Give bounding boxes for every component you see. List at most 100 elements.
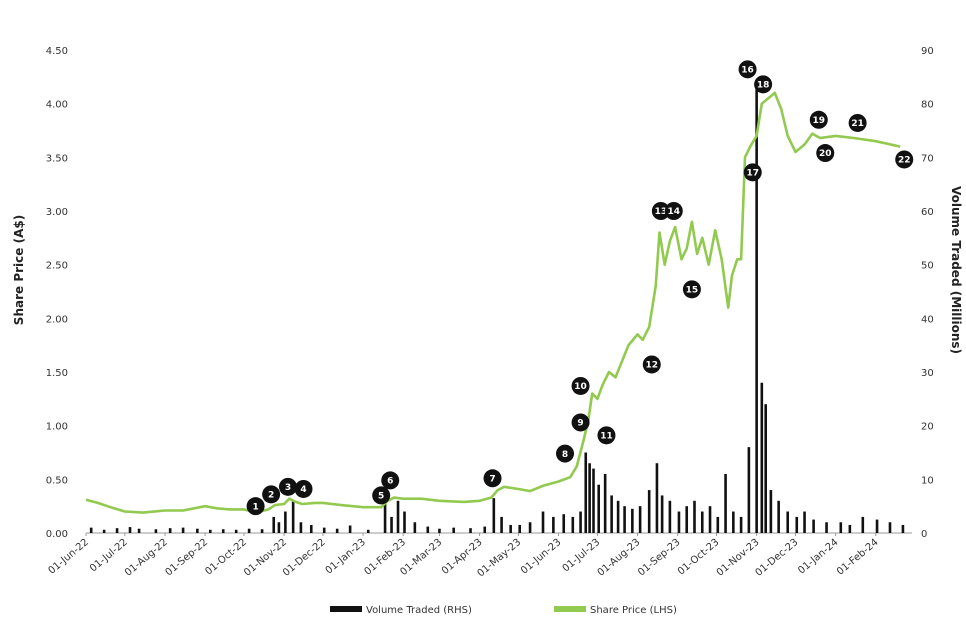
volume-bar — [208, 529, 212, 533]
event-marker-15: 15 — [682, 280, 701, 299]
volume-bar — [795, 516, 799, 533]
event-marker-5: 5 — [372, 486, 391, 505]
volume-bar — [137, 528, 141, 533]
event-marker-17: 17 — [743, 163, 762, 182]
event-marker-8: 8 — [556, 444, 575, 463]
volume-bar — [677, 511, 681, 533]
event-marker-14: 14 — [664, 202, 683, 220]
legend-swatch-price — [554, 606, 586, 612]
volume-bar — [348, 525, 352, 533]
event-marker-circle — [246, 497, 265, 516]
event-marker-label: 17 — [746, 169, 759, 179]
volume-bar — [812, 519, 815, 533]
event-marker-circle — [483, 469, 502, 488]
volume-bar — [128, 527, 132, 533]
volume-bar — [518, 524, 522, 533]
volume-bar — [413, 522, 417, 533]
event-marker-circle — [556, 444, 575, 463]
event-marker-circle — [651, 202, 670, 220]
event-marker-22: 22 — [895, 150, 914, 169]
volume-bar — [786, 511, 790, 533]
share-price-line — [85, 91, 901, 514]
legend: Volume Traded (RHS) Share Price (LHS) — [330, 605, 677, 616]
volume-bar — [396, 500, 400, 533]
event-marker-circle — [262, 485, 281, 504]
event-marker-label: 5 — [378, 492, 384, 502]
volume-bar — [803, 511, 806, 533]
event-marker-label: 22 — [898, 156, 911, 166]
volume-bar — [685, 506, 689, 533]
left-axis-tick-label: 1.00 — [46, 422, 68, 433]
volume-bar — [438, 528, 441, 533]
event-marker-13: 13 — [651, 202, 670, 220]
event-marker-circle — [372, 486, 391, 505]
volume-bar — [115, 528, 119, 533]
left-axis-tick-label: 3.50 — [46, 153, 68, 164]
volume-bar — [552, 516, 555, 533]
volume-bar — [469, 528, 472, 533]
left-axis-tick-label: 1.50 — [46, 368, 68, 379]
volume-bar — [623, 506, 626, 533]
volume-bar — [631, 508, 634, 533]
volume-bar — [403, 511, 406, 533]
volume-bar — [597, 484, 600, 533]
volume-bar — [366, 529, 370, 533]
event-marker-circle — [809, 110, 828, 129]
volume-bar — [724, 473, 727, 533]
volume-bar — [647, 490, 651, 533]
event-marker-circle — [738, 60, 757, 79]
event-marker-10: 10 — [571, 376, 590, 395]
event-marker-3: 3 — [278, 477, 297, 496]
event-marker-19: 19 — [809, 110, 828, 129]
right-axis-tick-label: 40 — [921, 314, 934, 325]
event-marker-circle — [278, 477, 297, 496]
volume-bar — [668, 500, 672, 533]
volume-bar — [571, 516, 575, 533]
event-marker-21: 21 — [848, 113, 867, 132]
event-marker-label: 2 — [268, 491, 274, 501]
event-marker-label: 14 — [668, 207, 681, 217]
event-marker-7: 7 — [483, 469, 502, 488]
event-marker-label: 18 — [757, 81, 770, 91]
event-marker-circle — [664, 202, 683, 220]
event-marker-11: 11 — [597, 426, 616, 445]
volume-bar — [769, 490, 773, 533]
event-marker-label: 12 — [646, 361, 659, 371]
right-axis-title: Volume Traded (Millions) — [949, 186, 963, 354]
event-marker-1: 1 — [246, 497, 265, 516]
event-marker-label: 19 — [813, 116, 826, 126]
event-marker-circle — [571, 376, 590, 395]
right-axis-tick-label: 30 — [921, 368, 934, 379]
event-marker-20: 20 — [816, 144, 835, 163]
volume-bar — [747, 447, 751, 533]
event-marker-label: 7 — [489, 474, 495, 484]
event-marker-label: 11 — [600, 432, 613, 442]
volume-bars — [89, 87, 905, 534]
legend-swatch-volume — [330, 606, 362, 612]
right-axis-ticks: 0 10 20 30 40 50 60 70 80 90 — [921, 46, 934, 540]
event-marker-circle — [597, 426, 616, 445]
right-axis-tick-label: 60 — [921, 207, 934, 218]
left-axis-tick-label: 0.50 — [46, 475, 68, 486]
volume-bar — [154, 529, 158, 533]
event-marker-4: 4 — [294, 479, 313, 498]
right-axis-tick-label: 70 — [921, 153, 934, 164]
volume-bar — [483, 526, 487, 533]
volume-bar — [390, 516, 393, 533]
volume-bar — [221, 529, 225, 533]
volume-bar — [760, 382, 764, 533]
event-marker-6: 6 — [381, 471, 400, 490]
event-marker-circle — [294, 479, 313, 498]
right-axis-tick-label: 10 — [921, 475, 934, 486]
event-marker-circle — [642, 355, 661, 374]
legend-label-price: Share Price (LHS) — [590, 605, 677, 616]
volume-bar — [638, 506, 642, 533]
volume-bar — [755, 87, 758, 534]
legend-label-volume: Volume Traded (RHS) — [366, 605, 472, 616]
volume-bar — [655, 463, 659, 533]
volume-bar — [89, 527, 93, 533]
volume-bar — [616, 500, 620, 533]
volume-bar — [277, 522, 281, 533]
volume-bar — [660, 495, 664, 533]
